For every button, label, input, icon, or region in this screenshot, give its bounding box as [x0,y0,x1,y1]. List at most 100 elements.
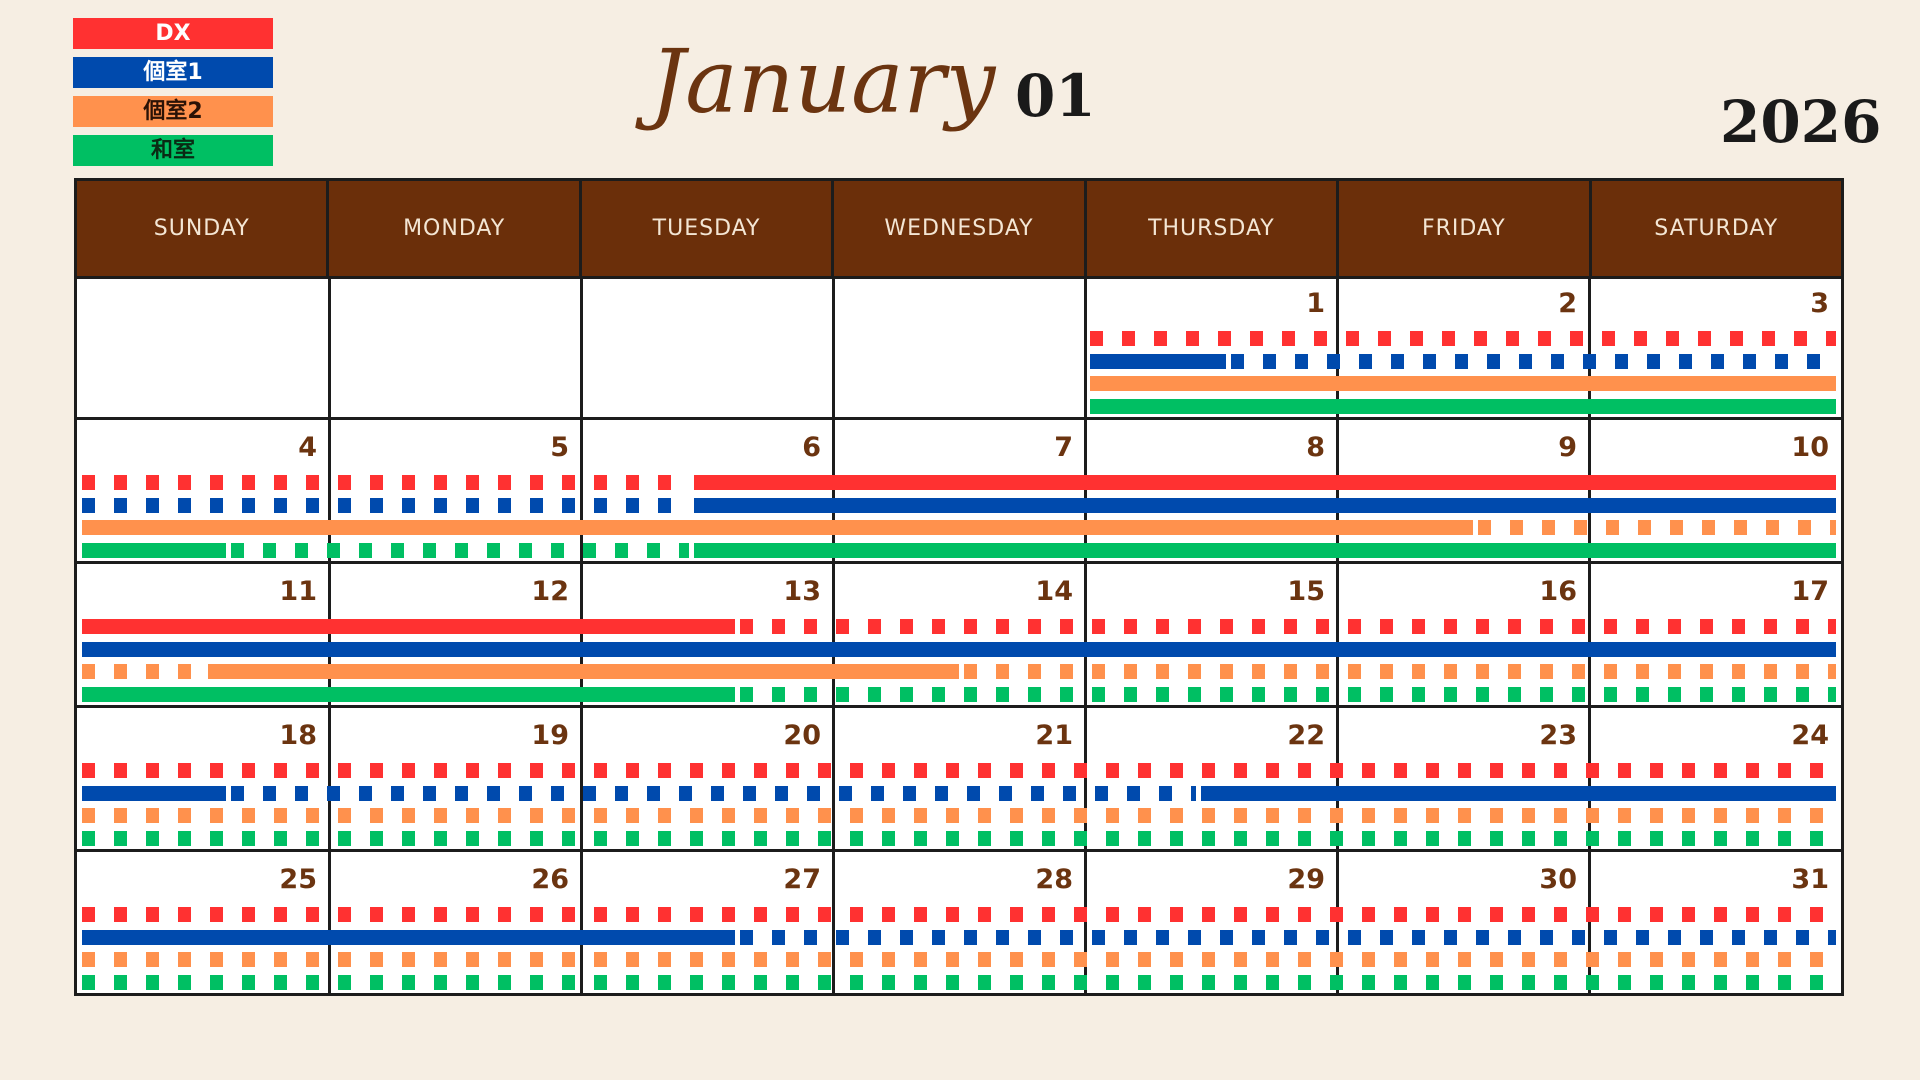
booked-bar-japanese-room [82,686,735,702]
week-row: 4 5 6 7 8 9 10 [77,420,1841,564]
column-divider [579,276,583,417]
column-divider [1587,564,1591,705]
day-number[interactable]: 17 [1791,576,1829,607]
available-bar-japanese-room [230,542,690,558]
available-bar-japanese-room [739,686,1836,702]
booked-bar-private-room-2 [1090,376,1836,391]
month-number: 01 [1015,62,1096,130]
column-divider [1083,276,1087,417]
week-row: 25 26 27 28 29 30 31 [77,852,1841,996]
booked-bar-japanese-room [1090,398,1836,414]
day-number[interactable]: 8 [1306,432,1325,463]
column-divider [1335,276,1339,417]
legend-private-room-2: 個室2 [73,96,273,127]
column-divider [1587,708,1591,849]
day-number[interactable]: 24 [1791,720,1829,751]
column-divider [579,564,583,705]
column-divider [579,708,583,849]
day-number[interactable]: 5 [550,432,569,463]
available-bar-japanese-room [82,830,1836,846]
weekday-monday: MONDAY [329,181,582,276]
weekday-saturday: SATURDAY [1654,216,1779,241]
day-number[interactable]: 25 [279,864,317,895]
weekday-header: SUNDAY MONDAY TUESDAY WEDNESDAY THURSDAY… [77,181,1841,279]
booked-bar-private-room-1 [1200,785,1836,801]
day-number[interactable]: 9 [1558,432,1577,463]
day-number[interactable]: 15 [1287,576,1325,607]
column-divider [579,852,583,996]
day-number[interactable]: 12 [531,576,569,607]
column-divider [1083,852,1087,996]
column-divider [327,276,331,417]
column-divider [327,708,331,849]
booked-bar-dx [694,475,1836,490]
day-number[interactable]: 3 [1810,288,1829,319]
available-bar-japanese-room [82,974,1836,990]
column-divider [1083,708,1087,849]
day-number[interactable]: 18 [279,720,317,751]
week-row: 1 2 3 [77,276,1841,420]
column-divider [831,852,835,996]
day-number[interactable]: 2 [1558,288,1577,319]
available-bar-dx [82,763,1836,778]
available-bar-private-room-1 [1231,353,1836,369]
column-divider [327,564,331,705]
day-number[interactable]: 27 [783,864,821,895]
available-bar-private-room-1 [739,929,1836,945]
column-divider [1587,420,1591,561]
available-bar-private-room-2 [82,664,203,679]
column-divider [1335,708,1339,849]
booked-bar-private-room-1 [1090,353,1227,369]
day-number[interactable]: 11 [279,576,317,607]
column-divider [1083,564,1087,705]
day-number[interactable]: 13 [783,576,821,607]
column-divider [1335,420,1339,561]
day-number[interactable]: 7 [1054,432,1073,463]
day-number[interactable]: 19 [531,720,569,751]
booked-bar-dx [82,619,735,634]
day-number[interactable]: 4 [298,432,317,463]
column-divider [327,852,331,996]
booked-bar-japanese-room [82,542,226,558]
month-title: January [650,30,996,133]
column-divider [1587,276,1591,417]
week-row: 18 19 20 21 22 23 24 [77,708,1841,852]
column-divider [831,276,835,417]
column-divider [831,708,835,849]
available-bar-private-room-1 [82,497,690,513]
booked-bar-private-room-1 [82,785,226,801]
booked-bar-private-room-2 [82,520,1474,535]
day-number[interactable]: 31 [1791,864,1829,895]
day-number[interactable]: 21 [1035,720,1073,751]
day-number[interactable]: 14 [1035,576,1073,607]
weekday-friday: FRIDAY [1339,181,1592,276]
legend-dx: DX [73,18,273,49]
week-row: 11 12 13 14 15 16 17 [77,564,1841,708]
day-number[interactable]: 28 [1035,864,1073,895]
day-number[interactable]: 10 [1791,432,1829,463]
day-number[interactable]: 23 [1539,720,1577,751]
calendar-grid: SUNDAY MONDAY TUESDAY WEDNESDAY THURSDAY… [74,178,1844,996]
day-number[interactable]: 22 [1287,720,1325,751]
day-number[interactable]: 1 [1306,288,1325,319]
column-divider [1587,852,1591,996]
weekday-tuesday: TUESDAY [582,181,835,276]
booked-bar-private-room-2 [208,664,959,679]
day-number[interactable]: 6 [802,432,821,463]
day-number[interactable]: 20 [783,720,821,751]
column-divider [579,420,583,561]
available-bar-private-room-2 [964,664,1836,679]
weekday-wednesday: WEDNESDAY [834,181,1087,276]
legend-private-room-1: 個室1 [73,57,273,88]
available-bar-private-room-1 [230,785,1196,801]
day-number[interactable]: 26 [531,864,569,895]
day-number[interactable]: 29 [1287,864,1325,895]
booked-bar-private-room-1 [82,929,735,945]
day-number[interactable]: 16 [1539,576,1577,607]
day-number[interactable]: 30 [1539,864,1577,895]
column-divider [831,564,835,705]
available-bar-dx [739,619,1836,634]
column-divider [1335,852,1339,996]
available-bar-dx [82,475,690,490]
year: 2026 [1720,88,1882,156]
